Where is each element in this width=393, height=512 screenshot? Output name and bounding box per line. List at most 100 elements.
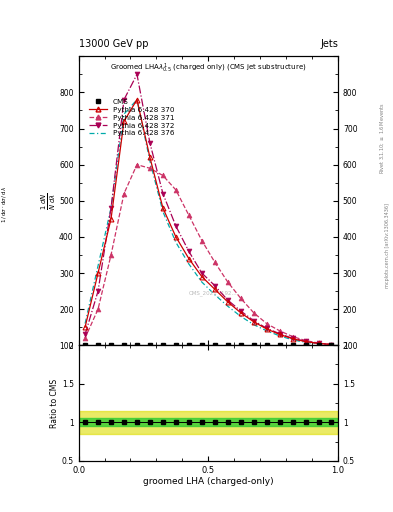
Pythia 6.428 371 xyxy=(264,321,269,327)
Pythia 6.428 372 xyxy=(83,331,88,337)
CMS xyxy=(252,342,256,348)
Pythia 6.428 371 xyxy=(108,252,114,258)
Pythia 6.428 370 xyxy=(238,310,243,316)
Pythia 6.428 376 xyxy=(277,333,282,339)
CMS xyxy=(303,342,308,348)
Pythia 6.428 370 xyxy=(290,336,295,342)
Pythia 6.428 370 xyxy=(96,270,101,276)
Pythia 6.428 371 xyxy=(96,306,101,312)
CMS xyxy=(238,342,243,348)
Bar xyxy=(79,411,338,434)
Pythia 6.428 372 xyxy=(316,340,321,347)
Pythia 6.428 372 xyxy=(252,317,256,324)
Pythia 6.428 370 xyxy=(303,338,308,345)
Pythia 6.428 376 xyxy=(290,337,295,343)
Pythia 6.428 372 xyxy=(329,342,334,348)
Pythia 6.428 372 xyxy=(122,97,127,103)
Pythia 6.428 371 xyxy=(174,187,178,193)
Pythia 6.428 376 xyxy=(108,205,114,211)
Line: Pythia 6.428 372: Pythia 6.428 372 xyxy=(83,72,334,347)
X-axis label: groomed LHA (charged-only): groomed LHA (charged-only) xyxy=(143,477,274,486)
Pythia 6.428 371 xyxy=(186,212,191,218)
Line: Pythia 6.428 376: Pythia 6.428 376 xyxy=(85,100,331,345)
Pythia 6.428 376 xyxy=(212,292,217,298)
Pythia 6.428 372 xyxy=(108,205,114,211)
Pythia 6.428 376 xyxy=(148,158,152,164)
CMS xyxy=(108,342,114,348)
Line: Pythia 6.428 371: Pythia 6.428 371 xyxy=(83,162,334,347)
Pythia 6.428 370 xyxy=(186,255,191,262)
Pythia 6.428 372 xyxy=(161,190,165,197)
CMS xyxy=(174,342,178,348)
Pythia 6.428 372 xyxy=(303,338,308,345)
Pythia 6.428 370 xyxy=(199,273,204,280)
CMS xyxy=(122,342,127,348)
Pythia 6.428 371 xyxy=(329,342,334,348)
Pythia 6.428 371 xyxy=(212,259,217,265)
Pythia 6.428 370 xyxy=(122,118,127,124)
Pythia 6.428 371 xyxy=(316,340,321,346)
Legend: CMS, Pythia 6.428 370, Pythia 6.428 371, Pythia 6.428 372, Pythia 6.428 376: CMS, Pythia 6.428 370, Pythia 6.428 371,… xyxy=(87,97,176,138)
CMS xyxy=(277,342,282,348)
Pythia 6.428 376 xyxy=(226,303,230,309)
Pythia 6.428 370 xyxy=(134,97,140,103)
Pythia 6.428 372 xyxy=(186,248,191,254)
Pythia 6.428 371 xyxy=(134,162,140,168)
CMS xyxy=(226,342,230,348)
Text: CMS_2021_I192...: CMS_2021_I192... xyxy=(189,290,238,296)
Line: CMS: CMS xyxy=(83,343,334,348)
Pythia 6.428 376 xyxy=(199,279,204,285)
Pythia 6.428 370 xyxy=(148,155,152,161)
CMS xyxy=(83,342,88,348)
Pythia 6.428 372 xyxy=(148,140,152,146)
Pythia 6.428 372 xyxy=(199,270,204,276)
CMS xyxy=(161,342,165,348)
Pythia 6.428 371 xyxy=(161,173,165,179)
Pythia 6.428 376 xyxy=(329,342,334,348)
Pythia 6.428 372 xyxy=(238,308,243,314)
Pythia 6.428 372 xyxy=(96,288,101,294)
Y-axis label: Ratio to CMS: Ratio to CMS xyxy=(50,378,59,428)
Pythia 6.428 376 xyxy=(264,328,269,334)
Text: 13000 GeV pp: 13000 GeV pp xyxy=(79,38,148,49)
Pythia 6.428 372 xyxy=(226,297,230,303)
Pythia 6.428 370 xyxy=(226,299,230,305)
Pythia 6.428 370 xyxy=(252,318,256,325)
Pythia 6.428 370 xyxy=(329,342,334,348)
Pythia 6.428 370 xyxy=(277,331,282,337)
Pythia 6.428 371 xyxy=(83,335,88,341)
Text: $1\,/\,\mathrm{d}\sigma\cdot\mathrm{d}\sigma\,/\,\mathrm{d}\lambda$: $1\,/\,\mathrm{d}\sigma\cdot\mathrm{d}\s… xyxy=(0,186,8,223)
Bar xyxy=(79,418,338,426)
Pythia 6.428 370 xyxy=(161,205,165,211)
Pythia 6.428 371 xyxy=(277,328,282,334)
Pythia 6.428 376 xyxy=(122,111,127,117)
Pythia 6.428 371 xyxy=(226,279,230,285)
Pythia 6.428 376 xyxy=(83,321,88,327)
Pythia 6.428 372 xyxy=(134,71,140,77)
Pythia 6.428 376 xyxy=(134,97,140,103)
Pythia 6.428 370 xyxy=(108,216,114,222)
Pythia 6.428 370 xyxy=(264,326,269,332)
Pythia 6.428 371 xyxy=(303,337,308,344)
Text: Groomed LHA$\lambda^1_{0.5}$ (charged only) (CMS jet substructure): Groomed LHA$\lambda^1_{0.5}$ (charged on… xyxy=(110,62,307,75)
Pythia 6.428 370 xyxy=(83,324,88,330)
Pythia 6.428 370 xyxy=(174,234,178,240)
Pythia 6.428 371 xyxy=(148,165,152,172)
Pythia 6.428 376 xyxy=(186,261,191,267)
CMS xyxy=(329,342,334,348)
Line: Pythia 6.428 370: Pythia 6.428 370 xyxy=(83,97,334,347)
Pythia 6.428 371 xyxy=(122,190,127,197)
Pythia 6.428 371 xyxy=(290,333,295,339)
Pythia 6.428 372 xyxy=(212,283,217,289)
Pythia 6.428 372 xyxy=(290,335,295,342)
Pythia 6.428 371 xyxy=(199,238,204,244)
Pythia 6.428 372 xyxy=(264,325,269,331)
Pythia 6.428 376 xyxy=(316,340,321,347)
Pythia 6.428 370 xyxy=(212,286,217,292)
Text: Jets: Jets xyxy=(320,38,338,49)
Text: mcplots.cern.ch [arXiv:1306.3436]: mcplots.cern.ch [arXiv:1306.3436] xyxy=(386,203,390,288)
Pythia 6.428 376 xyxy=(303,339,308,346)
Pythia 6.428 376 xyxy=(238,313,243,319)
Pythia 6.428 370 xyxy=(316,340,321,347)
CMS xyxy=(316,342,321,348)
